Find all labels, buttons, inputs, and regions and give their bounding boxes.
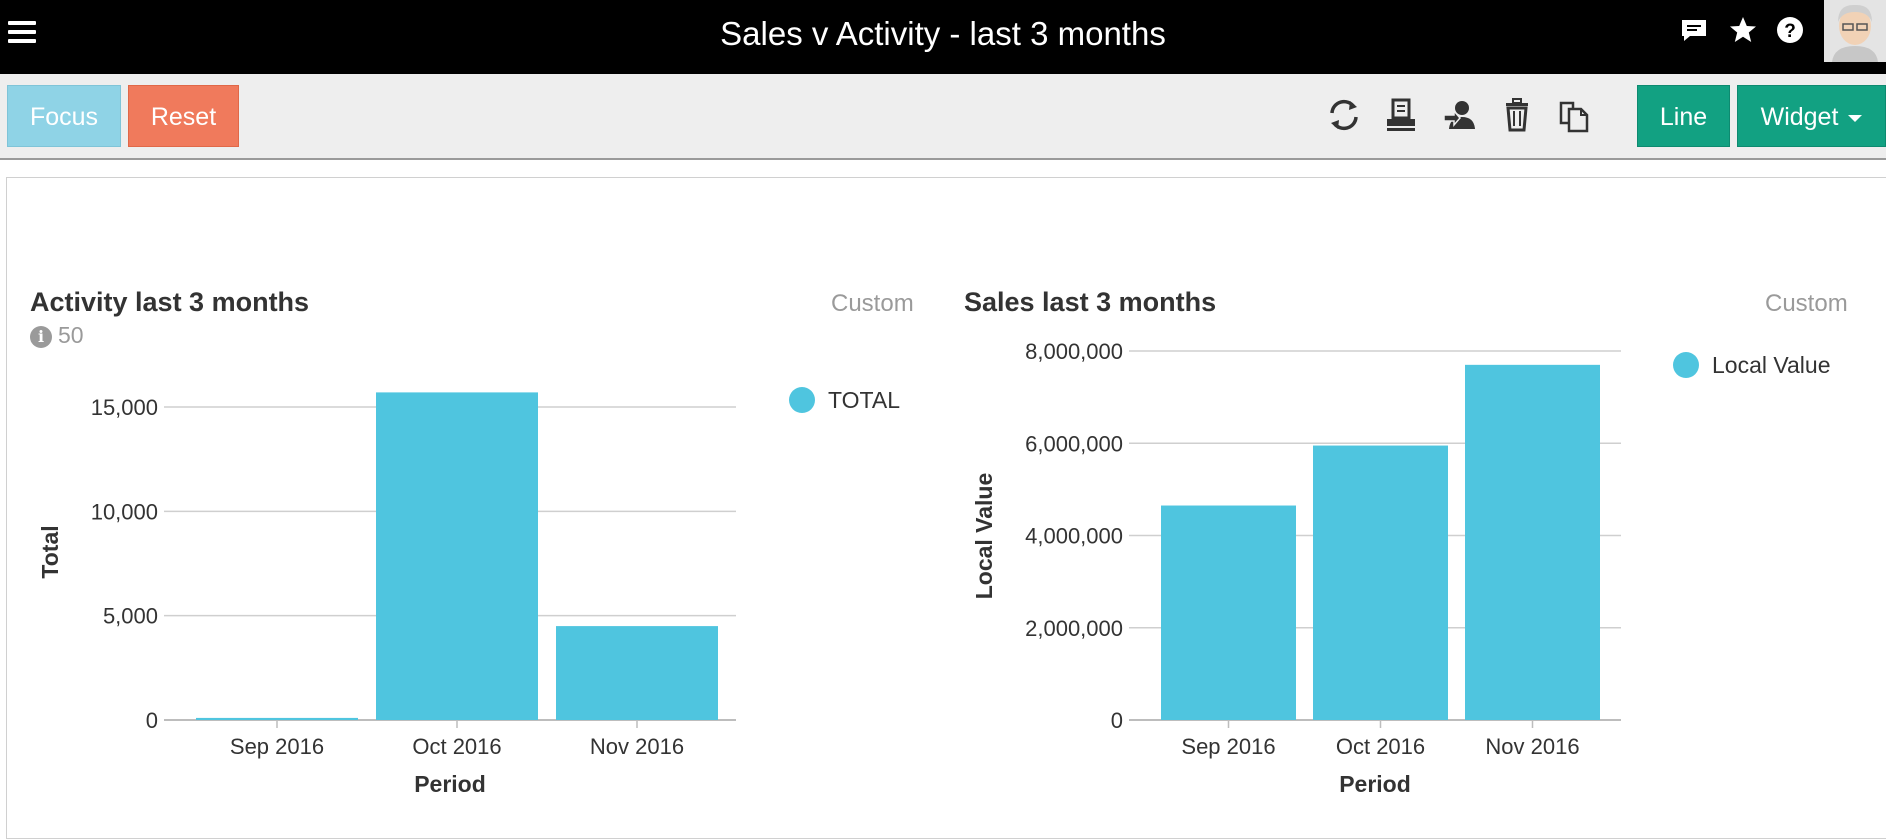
line-button[interactable]: Line (1637, 85, 1730, 147)
avatar[interactable] (1824, 0, 1886, 62)
y-tick-label: 0 (1111, 708, 1123, 733)
legend-marker (789, 387, 815, 413)
activity-chart: 0 5,000 10,000 15,000 Sep 2016 Oct 2016 Nov 20… (37, 387, 900, 797)
page-title: Sales v Activity - last 3 months (720, 15, 1166, 52)
y-tick-label: 15,000 (91, 395, 158, 420)
x-tick-label: Oct 2016 (1336, 734, 1425, 759)
sales-chart: 0 2,000,000 4,000,000 6,000,000 8,000,000 Sep… (971, 340, 1831, 797)
share-icon[interactable] (1440, 95, 1480, 135)
menu-icon[interactable] (8, 21, 38, 45)
legend-label: TOTAL (828, 387, 900, 413)
activity-custom-link[interactable]: Custom (831, 290, 914, 317)
delete-icon[interactable] (1497, 95, 1537, 135)
bar (556, 626, 718, 720)
sales-custom-link[interactable]: Custom (1765, 290, 1848, 317)
chat-icon[interactable] (1678, 14, 1710, 46)
bar (1161, 505, 1296, 720)
svg-text:?: ? (1784, 21, 1796, 42)
y-tick-label: 2,000,000 (1025, 616, 1123, 641)
focus-button[interactable]: Focus (7, 85, 121, 147)
x-tick-label: Sep 2016 (230, 734, 324, 759)
x-axis-label: Period (1339, 771, 1411, 797)
y-tick-label: 0 (146, 708, 158, 733)
widget-dropdown-button[interactable]: Widget (1737, 85, 1886, 147)
y-axis-label: Local Value (971, 473, 997, 600)
bar (1465, 364, 1600, 720)
x-tick-label: Oct 2016 (412, 734, 501, 759)
y-tick-label: 5,000 (103, 604, 158, 629)
x-axis-label: Period (414, 771, 486, 797)
help-icon[interactable]: ? (1774, 14, 1806, 46)
bar (376, 392, 538, 720)
print-icon[interactable] (1381, 95, 1421, 135)
top-header: Sales v Activity - last 3 months ? (0, 0, 1886, 74)
refresh-icon[interactable] (1324, 95, 1364, 135)
reset-button[interactable]: Reset (128, 85, 239, 147)
toolbar: Focus Reset Line Widget (0, 74, 1886, 160)
info-icon[interactable]: i (30, 326, 52, 348)
bar (1313, 445, 1448, 720)
x-tick-label: Nov 2016 (1485, 734, 1579, 759)
copy-icon[interactable] (1555, 95, 1595, 135)
x-tick-label: Sep 2016 (1181, 734, 1275, 759)
legend-marker (1673, 352, 1699, 378)
y-axis-label: Total (37, 525, 63, 578)
legend-label: Local Value (1712, 352, 1831, 378)
star-icon[interactable] (1727, 14, 1759, 46)
activity-info-value: 50 (58, 322, 84, 348)
x-tick-label: Nov 2016 (590, 734, 684, 759)
y-tick-label: 8,000,000 (1025, 340, 1123, 364)
y-tick-label: 10,000 (91, 499, 158, 524)
y-tick-label: 4,000,000 (1025, 524, 1123, 549)
caret-down-icon (1848, 114, 1863, 122)
activity-widget-title: Activity last 3 months (30, 287, 310, 317)
bar (196, 717, 358, 720)
y-tick-label: 6,000,000 (1025, 431, 1123, 456)
sales-widget-title: Sales last 3 months (964, 287, 1217, 317)
activity-info: i 50 (30, 322, 84, 349)
widget-button-label: Widget (1760, 103, 1839, 131)
